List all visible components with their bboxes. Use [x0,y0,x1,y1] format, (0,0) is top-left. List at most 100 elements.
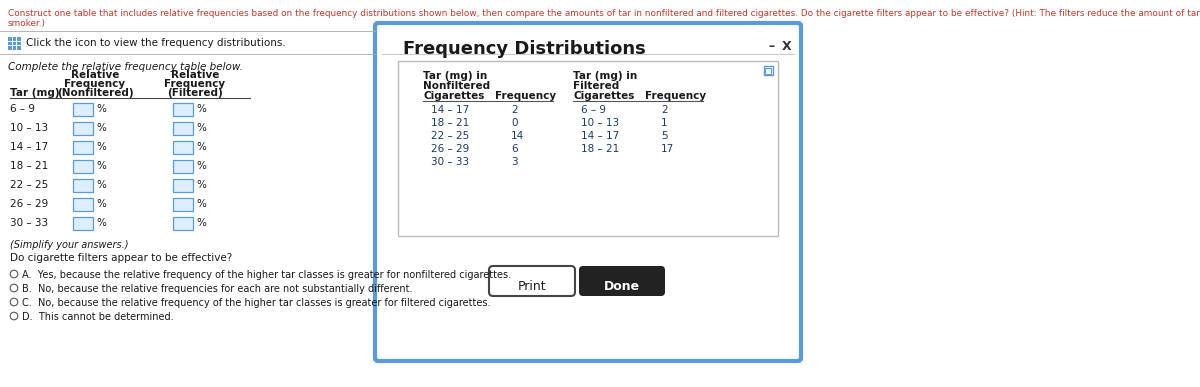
Text: Relative: Relative [71,70,119,80]
Text: 2: 2 [511,105,517,115]
Bar [764,66,773,75]
Bar [8,37,12,41]
Text: Print: Print [517,280,546,293]
Bar [73,198,94,211]
Bar [8,42,12,45]
Text: (Simplify your answers.): (Simplify your answers.) [10,240,128,250]
Bar [173,141,193,154]
Text: 10 – 13: 10 – 13 [581,118,619,128]
Text: Filtered: Filtered [574,81,619,91]
FancyBboxPatch shape [580,266,665,296]
Text: %: % [96,199,106,209]
Text: %: % [196,104,206,114]
Text: %: % [196,142,206,152]
Text: Frequency: Frequency [65,79,126,89]
Text: 18 – 21: 18 – 21 [581,144,619,154]
Text: 26 – 29: 26 – 29 [10,199,48,209]
Text: 30 – 33: 30 – 33 [10,218,48,228]
Text: Done: Done [604,280,640,293]
Text: 10 – 13: 10 – 13 [10,123,48,133]
Text: 22 – 25: 22 – 25 [10,180,48,190]
Text: Relative: Relative [170,70,220,80]
Text: Nonfiltered: Nonfiltered [424,81,490,91]
Bar [8,46,12,50]
Bar [173,160,193,173]
Text: 18 – 21: 18 – 21 [431,118,469,128]
Text: D.  This cannot be determined.: D. This cannot be determined. [22,312,174,322]
Text: %: % [196,161,206,171]
Text: smoker.): smoker.) [8,19,46,28]
Text: %: % [196,199,206,209]
Text: 14: 14 [511,131,524,141]
Text: 14 – 17: 14 – 17 [581,131,619,141]
Bar [173,179,193,192]
Text: C.  No, because the relative frequency of the higher tar classes is greater for : C. No, because the relative frequency of… [22,298,491,308]
Bar [398,61,778,236]
Text: %: % [96,161,106,171]
Bar [73,141,94,154]
Text: 22 – 25: 22 – 25 [431,131,469,141]
Text: Frequency: Frequency [164,79,226,89]
Text: Frequency: Frequency [496,91,556,101]
Text: 3: 3 [511,157,517,167]
Bar [73,217,94,230]
Text: 1: 1 [661,118,667,128]
Text: Frequency Distributions: Frequency Distributions [403,40,646,58]
Text: Cigarettes: Cigarettes [574,91,635,101]
Text: %: % [196,180,206,190]
Circle shape [10,312,18,320]
Text: %: % [96,180,106,190]
Bar [173,122,193,135]
Bar [173,217,193,230]
Bar [13,42,17,45]
Bar [13,37,17,41]
Text: %: % [96,142,106,152]
Bar [766,68,772,74]
Text: 0: 0 [511,118,517,128]
Text: Tar (mg): Tar (mg) [10,88,60,98]
Text: 18 – 21: 18 – 21 [10,161,48,171]
Bar [173,198,193,211]
Text: Cigarettes: Cigarettes [424,91,485,101]
Circle shape [10,284,18,292]
Text: %: % [196,123,206,133]
Bar [73,160,94,173]
Text: 30 – 33: 30 – 33 [431,157,469,167]
Text: 5: 5 [661,131,667,141]
Text: 14 – 17: 14 – 17 [431,105,469,115]
Text: Do cigarette filters appear to be effective?: Do cigarette filters appear to be effect… [10,253,233,263]
Text: %: % [96,218,106,228]
Text: %: % [96,123,106,133]
Text: Construct one table that includes relative frequencies based on the frequency di: Construct one table that includes relati… [8,9,1200,18]
Bar [173,103,193,116]
Text: A.  Yes, because the relative frequency of the higher tar classes is greater for: A. Yes, because the relative frequency o… [22,270,511,280]
Text: 6 – 9: 6 – 9 [581,105,606,115]
Bar [73,179,94,192]
Circle shape [10,270,18,278]
Text: Tar (mg) in: Tar (mg) in [424,71,487,81]
Text: 6 – 9: 6 – 9 [10,104,35,114]
Bar [17,37,20,41]
Text: Frequency: Frequency [646,91,706,101]
Bar [17,42,20,45]
Bar [17,46,20,50]
Text: 6: 6 [511,144,517,154]
Text: %: % [196,218,206,228]
Text: B.  No, because the relative frequencies for each are not substantially differen: B. No, because the relative frequencies … [22,284,413,294]
Text: X: X [782,40,792,53]
FancyBboxPatch shape [374,23,802,361]
Bar [13,46,17,50]
Bar [73,103,94,116]
Text: 2: 2 [661,105,667,115]
Text: 14 – 17: 14 – 17 [10,142,48,152]
Text: Complete the relative frequency table below.: Complete the relative frequency table be… [8,62,242,72]
Circle shape [10,298,18,306]
Text: Click the icon to view the frequency distributions.: Click the icon to view the frequency dis… [26,38,286,48]
Bar [73,122,94,135]
FancyBboxPatch shape [490,266,575,296]
Text: 17: 17 [661,144,674,154]
Text: Tar (mg) in: Tar (mg) in [574,71,637,81]
Text: %: % [96,104,106,114]
Text: (Nonfiltered): (Nonfiltered) [56,88,133,98]
Text: –: – [768,40,774,53]
